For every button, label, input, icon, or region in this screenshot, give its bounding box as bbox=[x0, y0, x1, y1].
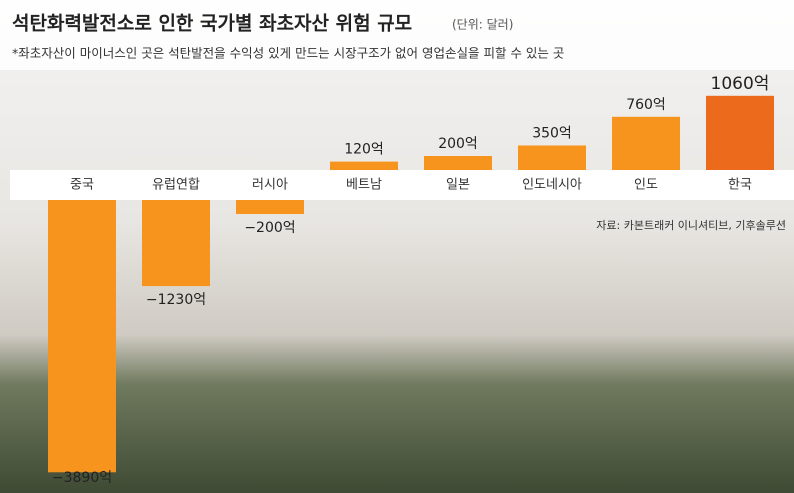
bar bbox=[518, 146, 586, 171]
chart-title: 석탄화력발전소로 인한 국가별 좌초자산 위험 규모 bbox=[12, 13, 412, 35]
bar bbox=[424, 156, 492, 170]
value-label: 200억 bbox=[438, 136, 478, 152]
x-tick-label: 유럽연합 bbox=[152, 178, 200, 193]
unit-label: (단위: 달러) bbox=[452, 18, 513, 32]
x-tick-label: 한국 bbox=[728, 178, 752, 193]
bar bbox=[706, 96, 774, 170]
bar bbox=[612, 117, 680, 170]
background-photo bbox=[0, 0, 794, 493]
x-tick-label: 인도 bbox=[634, 178, 658, 193]
x-tick-label: 일본 bbox=[446, 178, 470, 193]
value-label: 760억 bbox=[626, 97, 666, 113]
value-label: 120억 bbox=[344, 142, 384, 158]
value-label: −3890억 bbox=[52, 470, 112, 486]
bar bbox=[48, 200, 116, 472]
bar bbox=[236, 200, 304, 214]
value-label: 1060억 bbox=[711, 74, 770, 94]
x-tick-label: 인도네시아 bbox=[522, 178, 582, 193]
bar bbox=[142, 200, 210, 286]
category-strip bbox=[10, 170, 794, 200]
chart: 석탄화력발전소로 인한 국가별 좌초자산 위험 규모 (단위: 달러) *좌초자… bbox=[0, 0, 794, 493]
value-label: −200억 bbox=[244, 220, 295, 236]
x-tick-label: 중국 bbox=[70, 178, 94, 193]
value-label: −1230억 bbox=[146, 292, 206, 308]
subtitle: *좌초자산이 마이너스인 곳은 석탄발전을 수익성 있게 만드는 시장구조가 없… bbox=[12, 46, 564, 61]
bar bbox=[330, 162, 398, 170]
value-label: 350억 bbox=[532, 126, 572, 142]
source: 자료: 카본트래커 이니셔티브, 기후솔루션 bbox=[596, 219, 786, 232]
x-tick-label: 베트남 bbox=[346, 178, 382, 193]
x-tick-label: 러시아 bbox=[252, 178, 288, 193]
